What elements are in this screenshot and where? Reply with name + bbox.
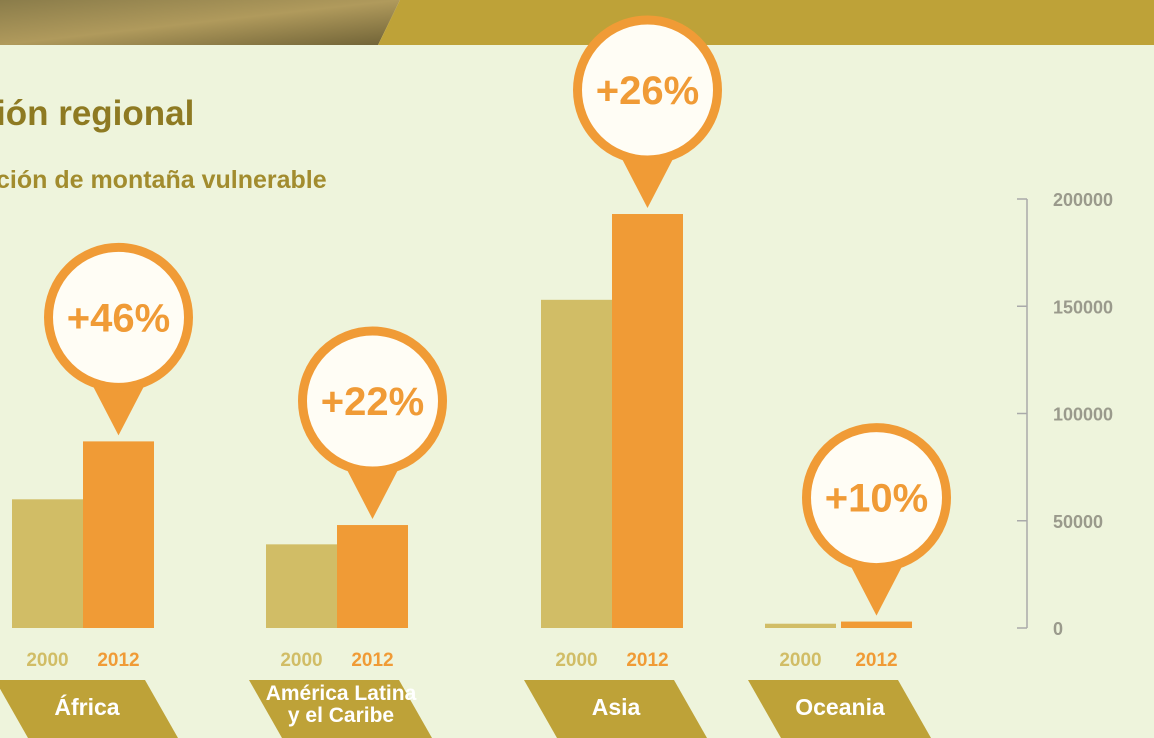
bar — [765, 623, 836, 628]
category-label: y el Caribe — [288, 704, 394, 727]
y-tick-label: 100000 — [1053, 405, 1113, 425]
category-box — [748, 680, 931, 738]
category-label: América Latina — [266, 682, 417, 705]
category-label: África — [54, 693, 119, 720]
category-box — [249, 680, 432, 738]
category-box — [524, 680, 707, 738]
series-label: 2012 — [626, 650, 668, 671]
pin-tail — [848, 561, 905, 616]
bar — [541, 299, 612, 628]
pin-circle — [573, 15, 722, 165]
series-label: 2000 — [555, 650, 597, 671]
pin-circle — [802, 423, 951, 573]
bar — [337, 525, 408, 628]
series-label: 2000 — [280, 650, 322, 671]
series-label: 2000 — [26, 650, 68, 671]
pin-tail — [619, 154, 676, 209]
category-box — [0, 680, 178, 738]
pin-circle — [298, 326, 447, 476]
bar — [841, 621, 912, 628]
chart-title: ión regional — [0, 94, 194, 133]
y-tick-label: 0 — [1053, 619, 1063, 639]
chart-subtitle: ción de montaña vulnerable — [0, 166, 327, 194]
annotation: +10% — [825, 477, 928, 521]
bar — [83, 441, 154, 628]
header-band — [378, 0, 1154, 45]
annotation: +22% — [321, 380, 424, 424]
pin-tail — [344, 465, 401, 520]
annotation: +26% — [596, 69, 699, 113]
y-tick-label: 50000 — [1053, 512, 1103, 532]
series-label: 2000 — [779, 650, 821, 671]
bar — [612, 214, 683, 628]
category-label: Oceania — [795, 694, 885, 720]
bar — [266, 544, 337, 628]
pin-tail — [90, 381, 147, 436]
y-tick-label: 150000 — [1053, 297, 1113, 317]
header-photo — [0, 0, 400, 45]
series-label: 2012 — [855, 650, 897, 671]
series-label: 2012 — [351, 650, 393, 671]
annotation: +46% — [67, 296, 170, 340]
pin-circle — [44, 242, 193, 392]
y-tick-label: 200000 — [1053, 190, 1113, 210]
category-label: Asia — [592, 694, 641, 720]
bar — [12, 499, 83, 628]
series-label: 2012 — [97, 650, 139, 671]
